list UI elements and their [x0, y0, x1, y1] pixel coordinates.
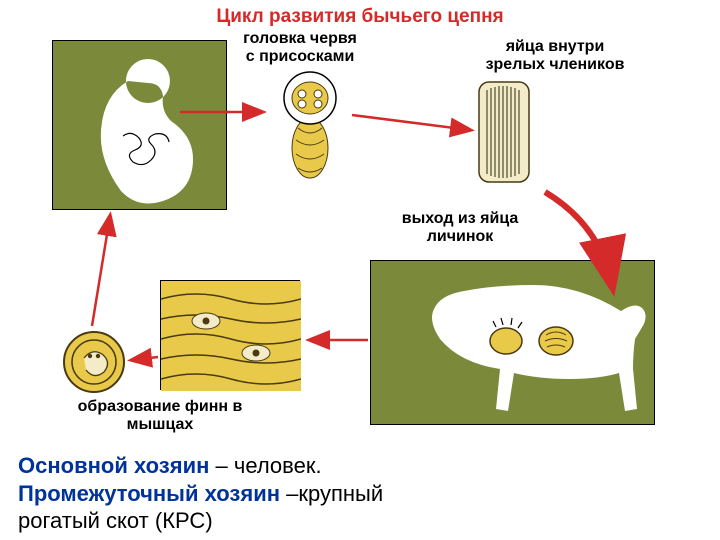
label-scolex: головка червяс присосками	[210, 30, 390, 67]
cysticercus-icon	[60, 328, 128, 396]
host1-label: Основной хозяин	[18, 453, 209, 478]
arrow-scolex-to-proglottid	[352, 115, 470, 130]
panel-human	[52, 40, 227, 210]
muscle-tissue-icon	[161, 281, 301, 391]
arrow-muscle-to-cyst	[132, 357, 158, 360]
panel-proglottid	[475, 80, 533, 185]
footer-text: Основной хозяин – человек. Промежуточный…	[18, 452, 383, 535]
scolex-icon	[270, 70, 350, 180]
panel-muscle	[160, 280, 300, 390]
label-cysticercus: образование финн вмышцах	[50, 398, 270, 435]
panel-scolex	[270, 70, 350, 180]
panel-cysticercus	[60, 328, 128, 396]
host2-label: Промежуточный хозяин	[18, 481, 280, 506]
diagram-title: Цикл развития бычьего цепня	[216, 6, 503, 28]
arrow-cyst-to-human	[92, 216, 110, 326]
proglottid-icon	[475, 80, 533, 185]
host1-value: – человек.	[209, 453, 321, 478]
panel-cow	[370, 260, 655, 425]
label-larvae: выход из яйцаличинок	[360, 210, 560, 247]
human-silhouette-icon	[53, 41, 228, 211]
label-eggs: яйца внутризрелых члеников	[440, 38, 670, 75]
cow-silhouette-icon	[371, 261, 656, 426]
